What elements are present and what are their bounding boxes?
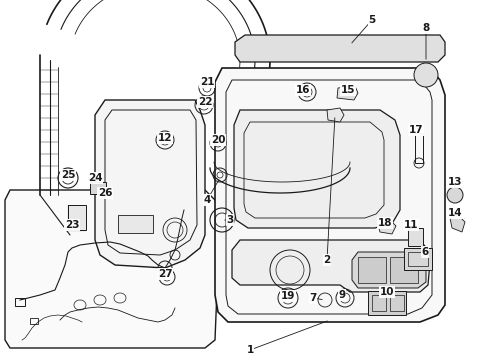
Text: 8: 8: [422, 23, 429, 33]
Text: 11: 11: [403, 220, 417, 230]
Bar: [407, 252, 427, 266]
Bar: [357, 257, 385, 283]
Text: 19: 19: [280, 291, 295, 301]
Text: 12: 12: [158, 133, 172, 143]
Bar: [15, 298, 25, 306]
Polygon shape: [449, 215, 464, 232]
Text: 22: 22: [197, 97, 212, 107]
Text: 1: 1: [246, 345, 253, 355]
Text: 5: 5: [367, 15, 375, 25]
Text: 24: 24: [87, 173, 102, 183]
Polygon shape: [351, 252, 425, 288]
Circle shape: [413, 63, 437, 87]
Text: 26: 26: [98, 188, 112, 198]
Polygon shape: [5, 190, 220, 348]
Text: 23: 23: [64, 220, 79, 230]
Polygon shape: [326, 108, 343, 122]
Polygon shape: [336, 86, 357, 100]
Bar: [403, 248, 431, 270]
Bar: [30, 318, 38, 324]
Bar: [90, 182, 106, 194]
Text: 25: 25: [61, 170, 75, 180]
Text: 14: 14: [447, 208, 461, 218]
Text: 6: 6: [421, 247, 428, 257]
Bar: [367, 291, 405, 315]
Bar: [389, 295, 403, 311]
Bar: [407, 228, 422, 246]
Text: 16: 16: [295, 85, 309, 95]
Text: 4: 4: [203, 195, 210, 205]
Text: 7: 7: [309, 293, 316, 303]
Polygon shape: [95, 100, 204, 268]
Polygon shape: [377, 220, 395, 234]
Text: 10: 10: [379, 287, 393, 297]
Bar: [389, 257, 417, 283]
Bar: [118, 215, 153, 233]
Text: 20: 20: [210, 135, 225, 145]
Polygon shape: [235, 35, 444, 62]
Text: 15: 15: [340, 85, 354, 95]
Text: 18: 18: [377, 218, 391, 228]
Text: 2: 2: [323, 255, 330, 265]
Text: 21: 21: [199, 77, 214, 87]
Text: 3: 3: [226, 215, 233, 225]
Text: 9: 9: [338, 290, 345, 300]
Text: 17: 17: [408, 125, 423, 135]
Polygon shape: [215, 68, 444, 322]
Bar: [68, 205, 86, 230]
Bar: [414, 133, 422, 163]
Text: 27: 27: [157, 269, 172, 279]
Polygon shape: [231, 240, 429, 292]
Text: 13: 13: [447, 177, 461, 187]
Polygon shape: [234, 110, 399, 228]
Bar: [371, 295, 385, 311]
Circle shape: [446, 187, 462, 203]
